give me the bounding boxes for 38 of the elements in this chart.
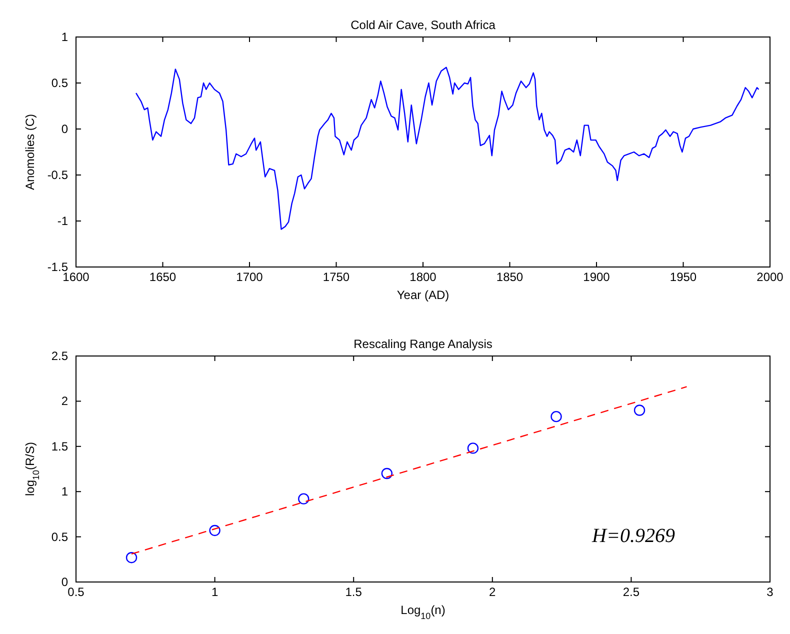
point <box>126 552 138 564</box>
point <box>209 524 220 536</box>
y-tick-label: 2.5 <box>51 349 68 363</box>
x-axis-title: Year (AD) <box>396 288 450 302</box>
y-tick-label: 0 <box>61 122 68 136</box>
point <box>634 404 646 416</box>
x-tick-label: 1 <box>211 585 218 599</box>
y-axis-title: Anomolies (C) <box>23 114 37 190</box>
x-tick-label: 2 <box>489 585 496 599</box>
x-tick-label: 1950 <box>670 270 697 284</box>
chart-title: Rescaling Range Analysis <box>354 337 492 351</box>
x-tick-label: 1650 <box>149 270 176 284</box>
y-tick-label: -0.5 <box>47 168 68 182</box>
y-tick-label: 0.5 <box>51 76 68 90</box>
x-tick-label: 1850 <box>496 270 524 284</box>
x-tick-label: 1.5 <box>345 585 362 599</box>
y-tick-label: 1.5 <box>51 439 68 454</box>
y-tick-label: 2 <box>61 394 68 408</box>
x-tick-label: 1800 <box>410 270 437 284</box>
point <box>381 468 393 480</box>
point <box>467 442 479 454</box>
point <box>298 493 310 504</box>
x-tick-label: 1900 <box>583 270 610 284</box>
y-tick-label: 0 <box>61 575 68 589</box>
x-tick-label: 2.5 <box>622 585 640 599</box>
line-series <box>135 66 760 230</box>
x-tick-label: 1700 <box>236 270 264 284</box>
x-axis-title: Log$_{10}$(n) <box>400 603 446 621</box>
annotation: H=0.9269 <box>591 525 675 547</box>
y-tick-label: 1 <box>61 484 68 499</box>
y-tick-label: 1 <box>61 30 68 44</box>
chart-title: Cold Air Cave, South Africa <box>350 18 496 32</box>
y-tick-label: -1 <box>57 214 68 228</box>
x-tick-label: 1750 <box>322 270 350 284</box>
y-tick-label: 0.5 <box>51 530 68 544</box>
point <box>550 410 562 422</box>
x-tick-label: 3 <box>766 585 774 599</box>
x-tick-label: 2000 <box>756 270 784 284</box>
